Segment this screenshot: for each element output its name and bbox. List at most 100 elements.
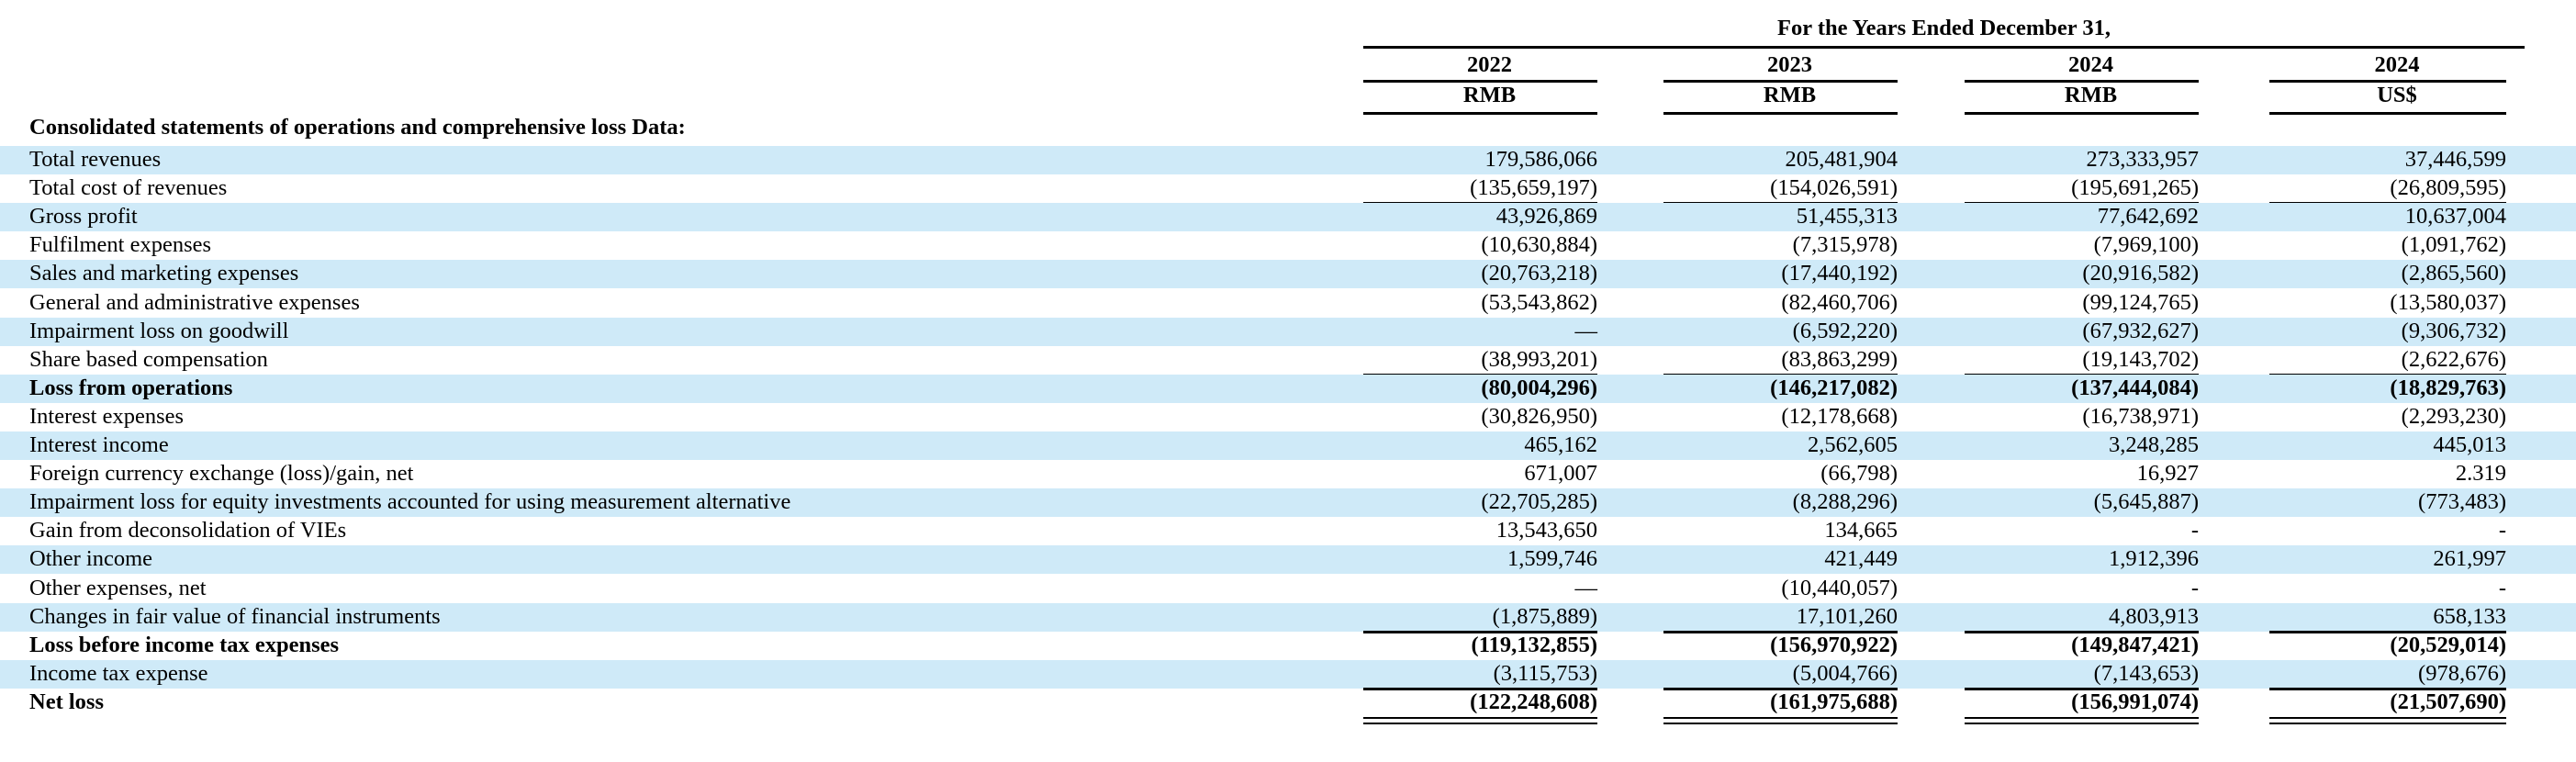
section-title: Consolidated statements of operations an…	[29, 115, 686, 140]
cell-value: (83,863,299)	[1781, 346, 1898, 372]
row-label: Other income	[29, 546, 153, 572]
cell-value: 205,481,904	[1785, 147, 1898, 172]
row-label: Loss before income tax expenses	[29, 632, 340, 657]
currency-rule	[1363, 112, 1597, 115]
table-row: Foreign currency exchange (loss)/gain, n…	[0, 460, 2576, 488]
row-label: Foreign currency exchange (loss)/gain, n…	[29, 461, 414, 487]
cell-value: (21,507,690)	[2390, 689, 2506, 714]
cell-value: (137,444,084)	[2071, 375, 2199, 400]
cell-value: (26,809,595)	[2390, 175, 2506, 201]
cell-value: 179,586,066	[1484, 147, 1598, 172]
cell-value: (20,529,014)	[2390, 632, 2506, 657]
total-double-rule	[1363, 717, 1597, 724]
cell-value: (7,969,100)	[2093, 232, 2199, 258]
cell-value: (80,004,296)	[1481, 375, 1597, 400]
cell-value: 2,562,605	[1808, 432, 1898, 457]
year-rule	[1965, 80, 2199, 83]
row-label: Income tax expense	[29, 660, 208, 686]
column-year-1: 2022	[1467, 52, 1512, 77]
cell-value: (16,738,971)	[2082, 403, 2199, 429]
cell-value: 1,912,396	[2109, 546, 2199, 572]
cell-value: 658,133	[2433, 603, 2506, 629]
cell-value: 273,333,957	[2086, 147, 2200, 172]
cell-value: (2,865,560)	[2401, 261, 2506, 286]
row-label: Impairment loss on goodwill	[29, 318, 289, 343]
cell-value: (154,026,591)	[1770, 175, 1898, 201]
table-row: Loss before income tax expenses (119,132,…	[0, 632, 2576, 660]
year-rule	[1663, 80, 1898, 83]
cell-value: (122,248,608)	[1470, 689, 1597, 714]
row-label: Total revenues	[29, 147, 162, 172]
cell-value: (156,970,922)	[1770, 632, 1898, 657]
cell-value: (135,659,197)	[1470, 175, 1597, 201]
table-row: Interest expenses (30,826,950) (12,178,668…	[0, 403, 2576, 431]
row-label: Loss from operations	[29, 375, 233, 400]
row-label: Gross profit	[29, 204, 138, 230]
subtotal-rule	[1965, 630, 2199, 633]
cell-value: (161,975,688)	[1770, 689, 1898, 714]
cell-value: (20,916,582)	[2082, 261, 2199, 286]
cell-value: (20,763,218)	[1481, 261, 1597, 286]
cell-value: 2.319	[2455, 461, 2506, 487]
cell-value: (67,932,627)	[2082, 318, 2199, 343]
cell-value: (7,143,653)	[2093, 660, 2199, 686]
column-year-4: 2024	[2374, 52, 2420, 77]
total-double-rule	[1965, 717, 2199, 724]
cell-value: 671,007	[1524, 461, 1597, 487]
cell-value: (66,798)	[1820, 461, 1898, 487]
row-label: Changes in fair value of financial instr…	[29, 603, 441, 629]
cell-value: 13,543,650	[1495, 518, 1597, 543]
cell-value: 3,248,285	[2109, 432, 2199, 457]
row-label: Share based compensation	[29, 346, 268, 372]
subtotal-rule	[1663, 687, 1898, 690]
cell-value: 43,926,869	[1495, 204, 1597, 230]
cell-value: (82,460,706)	[1781, 289, 1898, 315]
cell-value: -	[2498, 575, 2506, 600]
row-label: Interest income	[29, 432, 169, 457]
subtotal-rule	[2269, 630, 2506, 633]
cell-value: (2,622,676)	[2401, 346, 2506, 372]
cell-value: —	[1574, 318, 1598, 343]
cell-value: (17,440,192)	[1781, 261, 1898, 286]
row-label: Fulfilment expenses	[29, 232, 212, 258]
total-double-rule	[2269, 717, 2506, 724]
cell-value: (978,676)	[2418, 660, 2506, 686]
cell-value: 16,927	[2136, 461, 2199, 487]
cell-value: (12,178,668)	[1781, 403, 1898, 429]
cell-value: (3,115,753)	[1493, 660, 1597, 686]
cell-value: (22,705,285)	[1481, 489, 1597, 515]
cell-value: (7,315,978)	[1792, 232, 1898, 258]
subtotal-rule	[1363, 687, 1597, 690]
cell-value: (38,993,201)	[1481, 346, 1597, 372]
row-label: General and administrative expenses	[29, 289, 360, 315]
subtotal-rule	[2269, 687, 2506, 690]
table-row: Gross profit 43,926,869 51,455,313 77,642,6…	[0, 203, 2576, 232]
cell-value: (99,124,765)	[2082, 289, 2199, 315]
row-label: Impairment loss for equity investments a…	[29, 489, 791, 515]
cell-value: (8,288,296)	[1792, 489, 1898, 515]
table-row: Fulfilment expenses (10,630,884) (7,315,97…	[0, 231, 2576, 260]
cell-value: (53,543,862)	[1481, 289, 1597, 315]
column-year-3: 2024	[2068, 52, 2113, 77]
cell-value: 134,665	[1824, 518, 1898, 543]
table-row: Interest income 465,162 2,562,605 3,248,285…	[0, 431, 2576, 460]
cell-value: (5,004,766)	[1792, 660, 1898, 686]
column-currency-2: RMB	[1763, 83, 1817, 107]
cell-value: (13,580,037)	[2390, 289, 2506, 315]
column-currency-4: US$	[2377, 83, 2417, 107]
table-row: Sales and marketing expenses (20,763,218)…	[0, 260, 2576, 289]
cell-value: (18,829,763)	[2390, 375, 2506, 400]
cell-value: 37,446,599	[2404, 147, 2506, 172]
cell-value: (5,645,887)	[2093, 489, 2199, 515]
cell-value: -	[2190, 575, 2199, 600]
table-row: Share based compensation (38,993,201) (83,…	[0, 346, 2576, 375]
column-currency-1: RMB	[1462, 83, 1517, 107]
table-row: Impairment loss on goodwill — (6,592,220) (…	[0, 317, 2576, 346]
cell-value: -	[2498, 518, 2506, 543]
table-row: General and administrative expenses (53,5…	[0, 289, 2576, 318]
cell-value: (19,143,702)	[2082, 346, 2199, 372]
table-row: Total revenues 179,586,066 205,481,904 273,…	[0, 146, 2576, 174]
subtotal-rule	[1363, 630, 1597, 633]
cell-value: (30,826,950)	[1481, 403, 1597, 429]
row-label: Total cost of revenues	[29, 175, 228, 201]
